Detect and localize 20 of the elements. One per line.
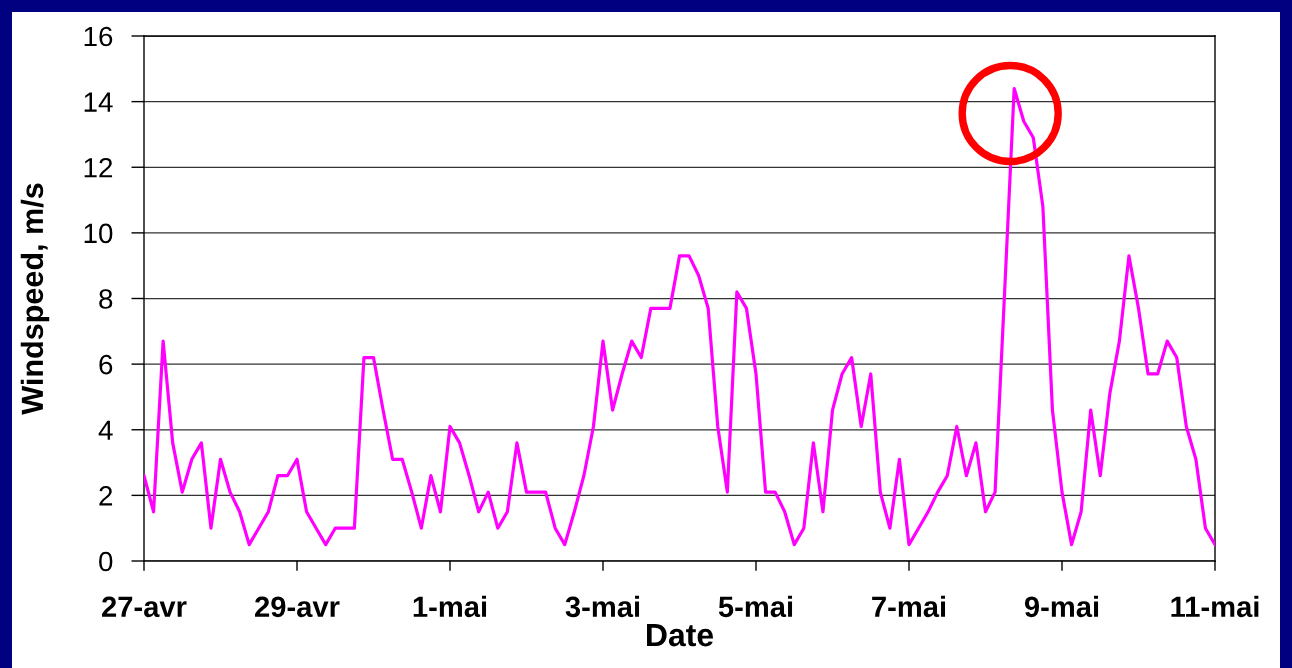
y-axis-title: Windspeed, m/s — [20, 183, 50, 415]
y-tick-label: 0 — [99, 551, 113, 572]
x-tick-label: 1-mai — [413, 595, 487, 618]
y-tick-label: 14 — [84, 92, 113, 112]
x-tick-label: 3-mai — [565, 595, 640, 618]
y-tick-label: 2 — [99, 486, 113, 506]
y-tick-label: 12 — [84, 157, 113, 178]
x-tick-label: 7-mai — [872, 595, 946, 618]
x-tick-label: 5-mai — [718, 595, 793, 618]
y-tick-label: 10 — [84, 223, 113, 244]
y-tick-label: 8 — [99, 289, 113, 309]
x-axis-title: Date — [647, 624, 714, 647]
y-tick-label: 6 — [99, 354, 113, 375]
x-tick-label: 27-avr — [102, 596, 187, 618]
x-tick-label: 9-mai — [1024, 595, 1099, 618]
x-tick-label: 29-avr — [255, 596, 340, 618]
y-tick-label: 16 — [84, 26, 113, 47]
x-tick-label: 11-mai — [1171, 595, 1259, 618]
line-series — [144, 86, 1215, 547]
y-tick-label: 4 — [98, 420, 113, 440]
